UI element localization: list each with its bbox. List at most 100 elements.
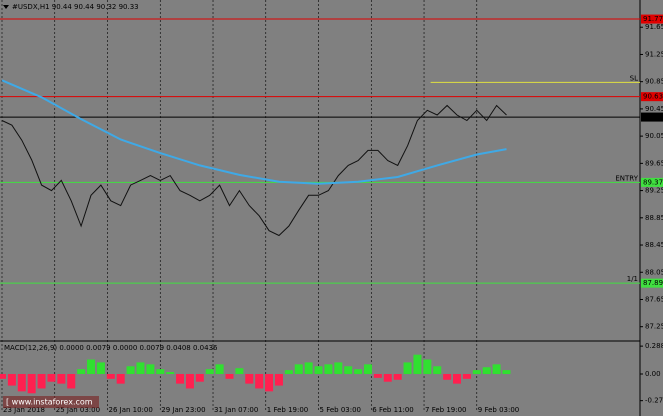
x-tick-label: 7 Feb 19:00 xyxy=(425,406,466,414)
macd-bar xyxy=(472,370,481,374)
level-label: 91.77 xyxy=(643,15,663,23)
macd-bar xyxy=(57,373,66,384)
macd-bar xyxy=(106,373,115,379)
macd-bar xyxy=(96,362,105,374)
level-box xyxy=(641,92,663,102)
macd-bar xyxy=(502,370,511,374)
macd-bar xyxy=(274,373,283,386)
x-tick-label: 25 Jan 03:00 xyxy=(56,406,100,414)
x-tick-label: 6 Feb 11:00 xyxy=(372,406,413,414)
y-tick-label: 90.45 xyxy=(645,105,663,113)
y-tick-label: 87.25 xyxy=(645,323,663,331)
macd-bar xyxy=(433,366,442,374)
watermark-box xyxy=(3,396,99,408)
level-tag: ENTRY xyxy=(615,174,638,182)
macd-bar xyxy=(462,373,471,379)
macd-bar xyxy=(363,364,372,374)
y-tick-label: 87.65 xyxy=(645,295,663,303)
macd-bar xyxy=(67,373,76,389)
macd-bar xyxy=(27,373,36,394)
x-tick-label: 29 Jan 23:00 xyxy=(161,406,205,414)
y-tick-label: 91.25 xyxy=(645,50,663,58)
level-tag: 1/1 xyxy=(627,275,638,283)
chart-title: #USDX,H1 90.44 90.44 90.32 90.33 xyxy=(12,3,139,11)
y-tick-label: -0.2765 xyxy=(645,397,663,405)
macd-bar xyxy=(116,373,125,384)
x-tick-label: 1 Feb 19:00 xyxy=(267,406,308,414)
macd-bar xyxy=(324,364,333,374)
macd-bar xyxy=(334,362,343,374)
level-tag: SL xyxy=(630,74,638,82)
macd-bar xyxy=(205,369,214,374)
y-tick-label: 89.65 xyxy=(645,159,663,167)
macd-bar xyxy=(255,373,264,389)
price-line xyxy=(1,79,507,185)
macd-bar xyxy=(453,373,462,384)
macd-bar xyxy=(304,362,313,374)
x-tick-label: 5 Feb 03:00 xyxy=(320,406,361,414)
y-tick-label: 90.05 xyxy=(645,132,663,140)
macd-bar xyxy=(136,362,145,374)
macd-bar xyxy=(195,373,204,382)
macd-bar xyxy=(156,369,165,374)
macd-bar xyxy=(245,373,254,384)
watermark-text: [ www.instaforex.com xyxy=(6,398,93,407)
x-tick-label: 26 Jan 10:00 xyxy=(109,406,153,414)
x-tick-label: 9 Feb 03:00 xyxy=(478,406,519,414)
macd-bar xyxy=(443,373,452,380)
level-label: 90.63 xyxy=(643,93,663,101)
y-tick-label: 90.85 xyxy=(645,78,663,86)
y-tick-label: 91.65 xyxy=(645,23,663,31)
macd-bar xyxy=(166,372,175,374)
macd-bar xyxy=(344,366,353,374)
x-tick-label: 31 Jan 07:00 xyxy=(214,406,258,414)
macd-bar xyxy=(146,364,155,374)
macd-bar xyxy=(225,373,234,379)
macd-bar xyxy=(17,373,26,392)
y-tick-label: 89.25 xyxy=(645,187,663,195)
level-box xyxy=(641,14,663,24)
macd-bar xyxy=(185,373,194,389)
x-tick-label: 23 Jan 2018 xyxy=(3,406,45,414)
macd-bar xyxy=(37,373,46,389)
macd-bar xyxy=(393,373,402,380)
menu-icon[interactable] xyxy=(3,5,9,9)
macd-bar xyxy=(126,366,135,374)
level-label: 89.37 xyxy=(643,178,663,186)
macd-bar xyxy=(314,366,323,374)
macd-bar xyxy=(492,364,501,374)
y-tick-label: 88.45 xyxy=(645,241,663,249)
macd-bar xyxy=(77,369,86,374)
macd-bar xyxy=(383,373,392,382)
macd-bar xyxy=(423,359,432,374)
y-tick-label: 88.85 xyxy=(645,214,663,222)
macd-title: MACD(12,26,9) 0.0000 0.0079 0.0000 0.007… xyxy=(4,344,218,352)
level-box xyxy=(641,112,663,122)
macd-bar xyxy=(215,364,224,374)
y-tick-label: 88.05 xyxy=(645,268,663,276)
macd-bar xyxy=(176,373,185,384)
macd-bar xyxy=(0,373,6,379)
y-tick-label: 0.00 xyxy=(645,370,661,378)
macd-bar xyxy=(354,369,363,374)
macd-bar xyxy=(413,354,422,374)
macd-bar xyxy=(47,373,56,382)
price-line xyxy=(1,104,507,237)
macd-bar xyxy=(373,373,382,378)
macd-bar xyxy=(7,373,16,386)
macd-bar xyxy=(294,364,303,374)
macd-bar xyxy=(482,367,491,374)
macd-bar xyxy=(265,373,274,392)
level-box xyxy=(641,278,663,288)
macd-bar xyxy=(235,368,244,374)
macd-bar xyxy=(403,362,412,374)
watermark: [ www.instaforex.com xyxy=(3,396,99,408)
y-tick-label: 0.2888 xyxy=(645,342,663,350)
level-box xyxy=(641,177,663,187)
level-label: 90.33 xyxy=(643,113,663,121)
macd-bar xyxy=(284,370,293,374)
macd-bar xyxy=(87,359,96,374)
